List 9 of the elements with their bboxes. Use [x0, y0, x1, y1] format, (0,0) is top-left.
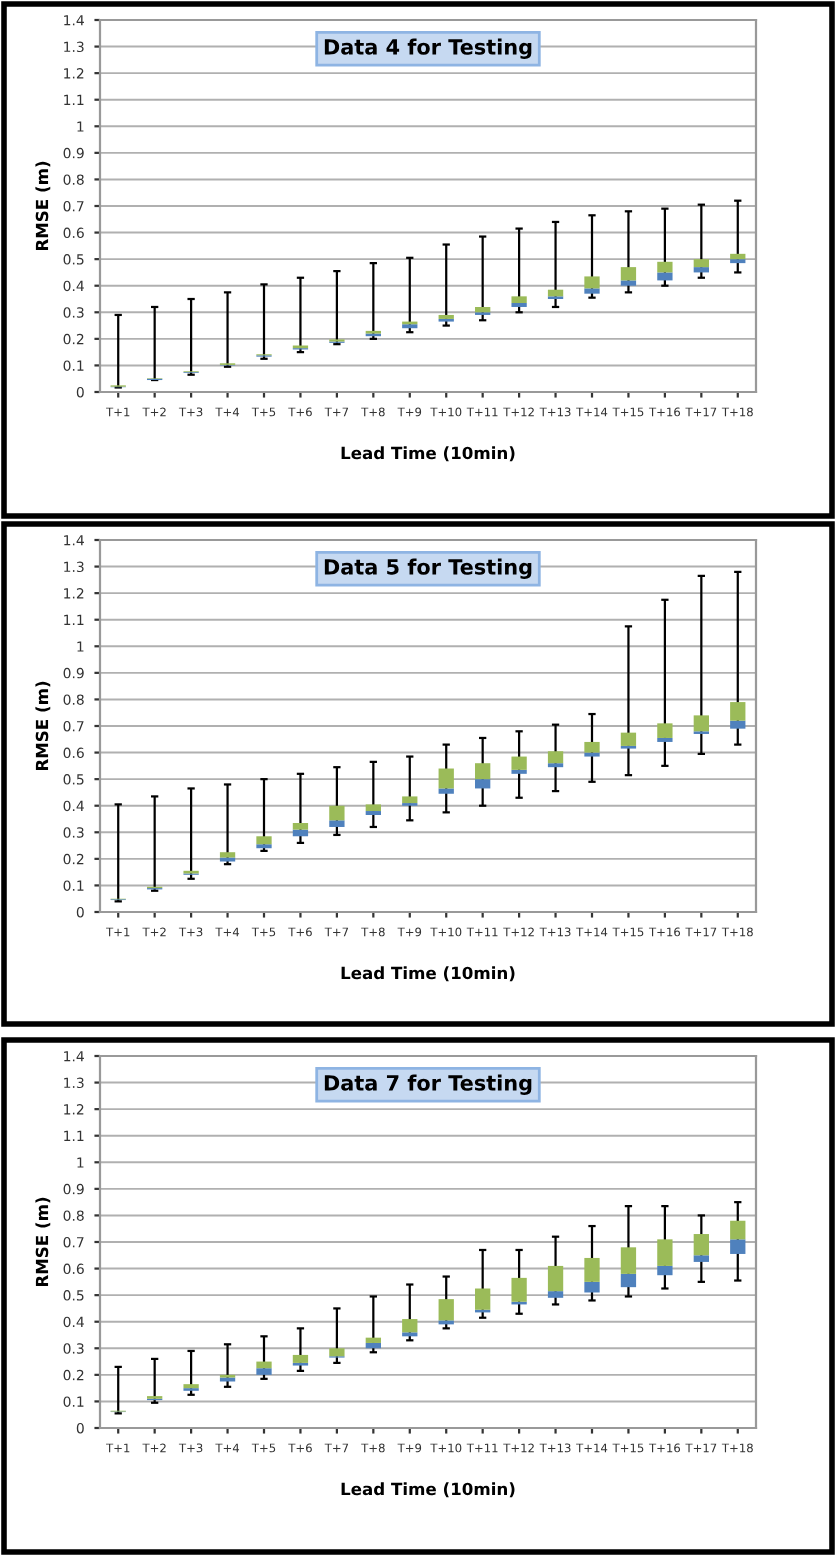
- x-axis-title: Lead Time (10min): [341, 446, 515, 462]
- x-axis-title: Lead Time (10min): [341, 966, 515, 982]
- text: Data 4 for Testing: [324, 38, 532, 59]
- text: Data 5 for Testing: [324, 558, 532, 579]
- y-axis-title: RMSE (m): [35, 681, 51, 771]
- text: Data 7 for Testing: [324, 1074, 532, 1095]
- y-axis-title: RMSE (m): [35, 161, 51, 251]
- x-axis-title: Lead Time (10min): [341, 1482, 515, 1498]
- y-axis-title: RMSE (m): [35, 1197, 51, 1287]
